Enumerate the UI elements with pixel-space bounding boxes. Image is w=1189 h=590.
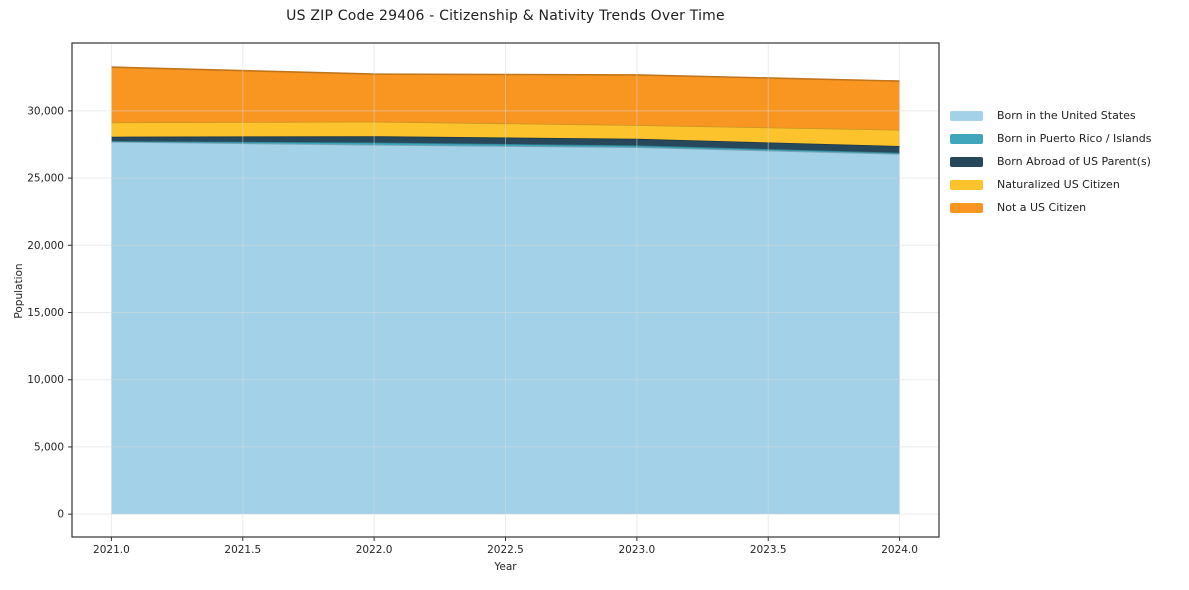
x-tick-label: 2023.5 <box>750 544 787 556</box>
x-axis-label: Year <box>494 561 517 573</box>
legend-item: Not a US Citizen <box>950 196 1151 219</box>
legend-label: Naturalized US Citizen <box>997 178 1120 191</box>
legend-label: Not a US Citizen <box>997 201 1087 214</box>
y-tick-label: 25,000 <box>27 173 64 185</box>
tick-labels: 2021.0 2021.5 2022.0 2022.5 2023.0 2023.5 2024… <box>27 105 918 556</box>
x-tick-label: 2024.0 <box>881 544 918 556</box>
x-tick-label: 2023.0 <box>618 544 655 556</box>
legend-swatch <box>950 110 983 121</box>
chart-title: US ZIP Code 29406 - Citizenship & Nativi… <box>286 8 725 24</box>
area-series-1 <box>111 141 900 154</box>
y-tick-label: 10,000 <box>27 374 64 386</box>
legend-swatch <box>950 133 983 144</box>
y-axis-label: Population <box>13 263 25 319</box>
legend-item: Born Abroad of US Parent(s) <box>950 150 1151 173</box>
area-series-2 <box>111 136 900 153</box>
legend-label: Born in the United States <box>997 109 1136 122</box>
y-tick-label: 30,000 <box>27 105 64 117</box>
legend-swatch <box>950 179 983 190</box>
y-axis-label-wrap: Population <box>7 251 25 331</box>
x-tick-label: 2022.5 <box>487 544 524 556</box>
legend-item: Born in the United States <box>950 104 1151 127</box>
x-tick-label: 2022.0 <box>356 544 393 556</box>
y-tick-label: 0 <box>57 509 64 521</box>
x-tick-label: 2021.0 <box>93 544 130 556</box>
legend-label: Born in Puerto Rico / Islands <box>997 132 1152 145</box>
legend-item: Born in Puerto Rico / Islands <box>950 127 1151 150</box>
y-tick-label: 20,000 <box>27 240 64 252</box>
legend-swatch <box>950 202 983 213</box>
legend: Born in the United States Born in Puerto … <box>950 104 1151 219</box>
gridlines <box>72 43 939 537</box>
legend-label: Born Abroad of US Parent(s) <box>997 155 1151 168</box>
legend-item: Naturalized US Citizen <box>950 173 1151 196</box>
y-tick-label: 5,000 <box>34 441 64 453</box>
tick-marks <box>68 110 901 541</box>
x-tick-label: 2021.5 <box>224 544 261 556</box>
y-tick-label: 15,000 <box>27 307 64 319</box>
legend-swatch <box>950 156 983 167</box>
